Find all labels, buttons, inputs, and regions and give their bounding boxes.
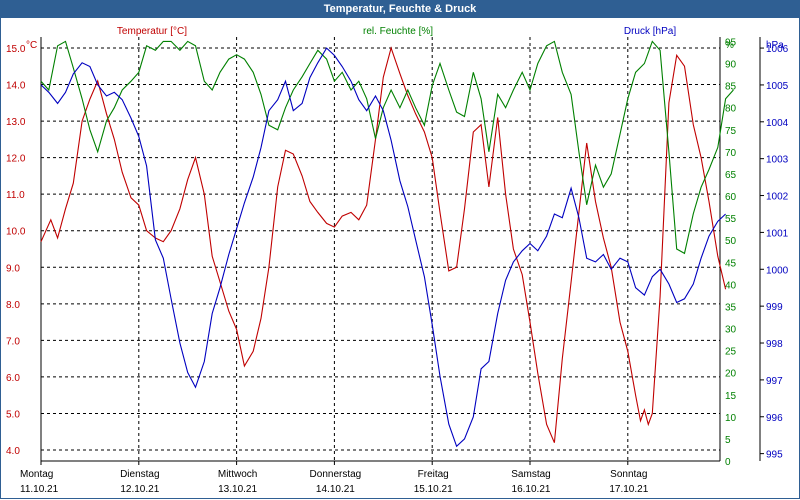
series-line-pressure [40,47,726,448]
temperature-tick-label: 4.0 [6,446,20,457]
temperature-tick-label: 11.0 [6,190,25,201]
pressure-tick-label: 1005 [766,81,789,92]
humidity-tick-label: 30 [725,325,737,336]
humidity-tick-label: 40 [725,280,737,291]
temperature-unit-label: °C [26,40,37,51]
pressure-tick-label: 997 [766,376,783,387]
humidity-axis-title: rel. Feuchte [%] [363,26,433,37]
pressure-tick-label: 995 [766,450,783,461]
pressure-tick-label: 1001 [766,228,789,239]
humidity-tick-label: 20 [725,369,737,380]
humidity-unit-label: % [725,40,734,51]
humidity-tick-label: 45 [725,258,737,269]
x-tick-date-label: 17.10.21 [609,484,648,495]
humidity-tick-label: 80 [725,104,737,115]
x-tick-date-label: 12.10.21 [120,484,159,495]
humidity-tick-label: 85 [725,82,737,93]
x-tick-date-label: 15.10.21 [414,484,453,495]
pressure-axis-title: Druck [hPa] [624,26,676,37]
x-tick-date-label: 14.10.21 [316,484,355,495]
pressure-tick-label: 998 [766,339,783,350]
temperature-tick-label: 14.0 [6,81,26,92]
x-tick-day-label: Sonntag [610,469,647,480]
humidity-tick-label: 75 [725,126,737,137]
pressure-unit-label: hPa [766,40,784,51]
series-line-humidity [40,40,734,255]
pressure-tick-label: 996 [766,413,783,424]
humidity-tick-label: 35 [725,302,737,313]
pressure-tick-label: 1003 [766,155,789,166]
temperature-tick-label: 5.0 [6,409,20,420]
x-tick-date-label: 13.10.21 [218,484,257,495]
humidity-tick-label: 5 [725,435,731,446]
temperature-tick-label: 6.0 [6,373,20,384]
x-tick-day-label: Montag [20,469,53,480]
pressure-tick-label: 1000 [766,265,789,276]
temperature-tick-label: 9.0 [6,263,20,274]
chart-frame [0,18,800,499]
temperature-tick-label: 10.0 [6,227,26,238]
humidity-tick-label: 95 [725,37,737,48]
pressure-tick-label: 999 [766,302,783,313]
x-tick-date-label: 16.10.21 [512,484,551,495]
temperature-tick-label: 15.0 [6,44,26,55]
temperature-tick-label: 13.0 [6,117,26,128]
temperature-tick-label: 7.0 [6,336,20,347]
x-tick-date-label: 11.10.21 [20,484,59,495]
temperature-tick-label: 12.0 [6,154,26,165]
humidity-tick-label: 0 [725,457,731,468]
pressure-tick-label: 1004 [766,118,789,129]
humidity-tick-label: 25 [725,347,737,358]
x-tick-day-label: Samstag [511,469,550,480]
temperature-axis-title: Temperatur [°C] [117,26,187,37]
humidity-tick-label: 15 [725,391,737,402]
humidity-tick-label: 60 [725,192,737,203]
humidity-tick-label: 70 [725,148,737,159]
chart-title: Temperatur, Feuchte & Druck [0,0,800,18]
humidity-tick-label: 90 [725,60,737,71]
x-tick-day-label: Donnerstag [310,469,362,480]
humidity-tick-label: 10 [725,413,737,424]
series-line-temperature [40,46,727,443]
humidity-tick-label: 55 [725,214,737,225]
x-tick-day-label: Freitag [418,469,449,480]
x-tick-day-label: Dienstag [120,469,159,480]
x-tick-day-label: Mittwoch [218,469,257,480]
pressure-tick-label: 1002 [766,192,789,203]
humidity-tick-label: 50 [725,236,737,247]
temperature-tick-label: 8.0 [6,300,20,311]
pressure-tick-label: 1006 [766,44,789,55]
humidity-tick-label: 65 [725,170,737,181]
